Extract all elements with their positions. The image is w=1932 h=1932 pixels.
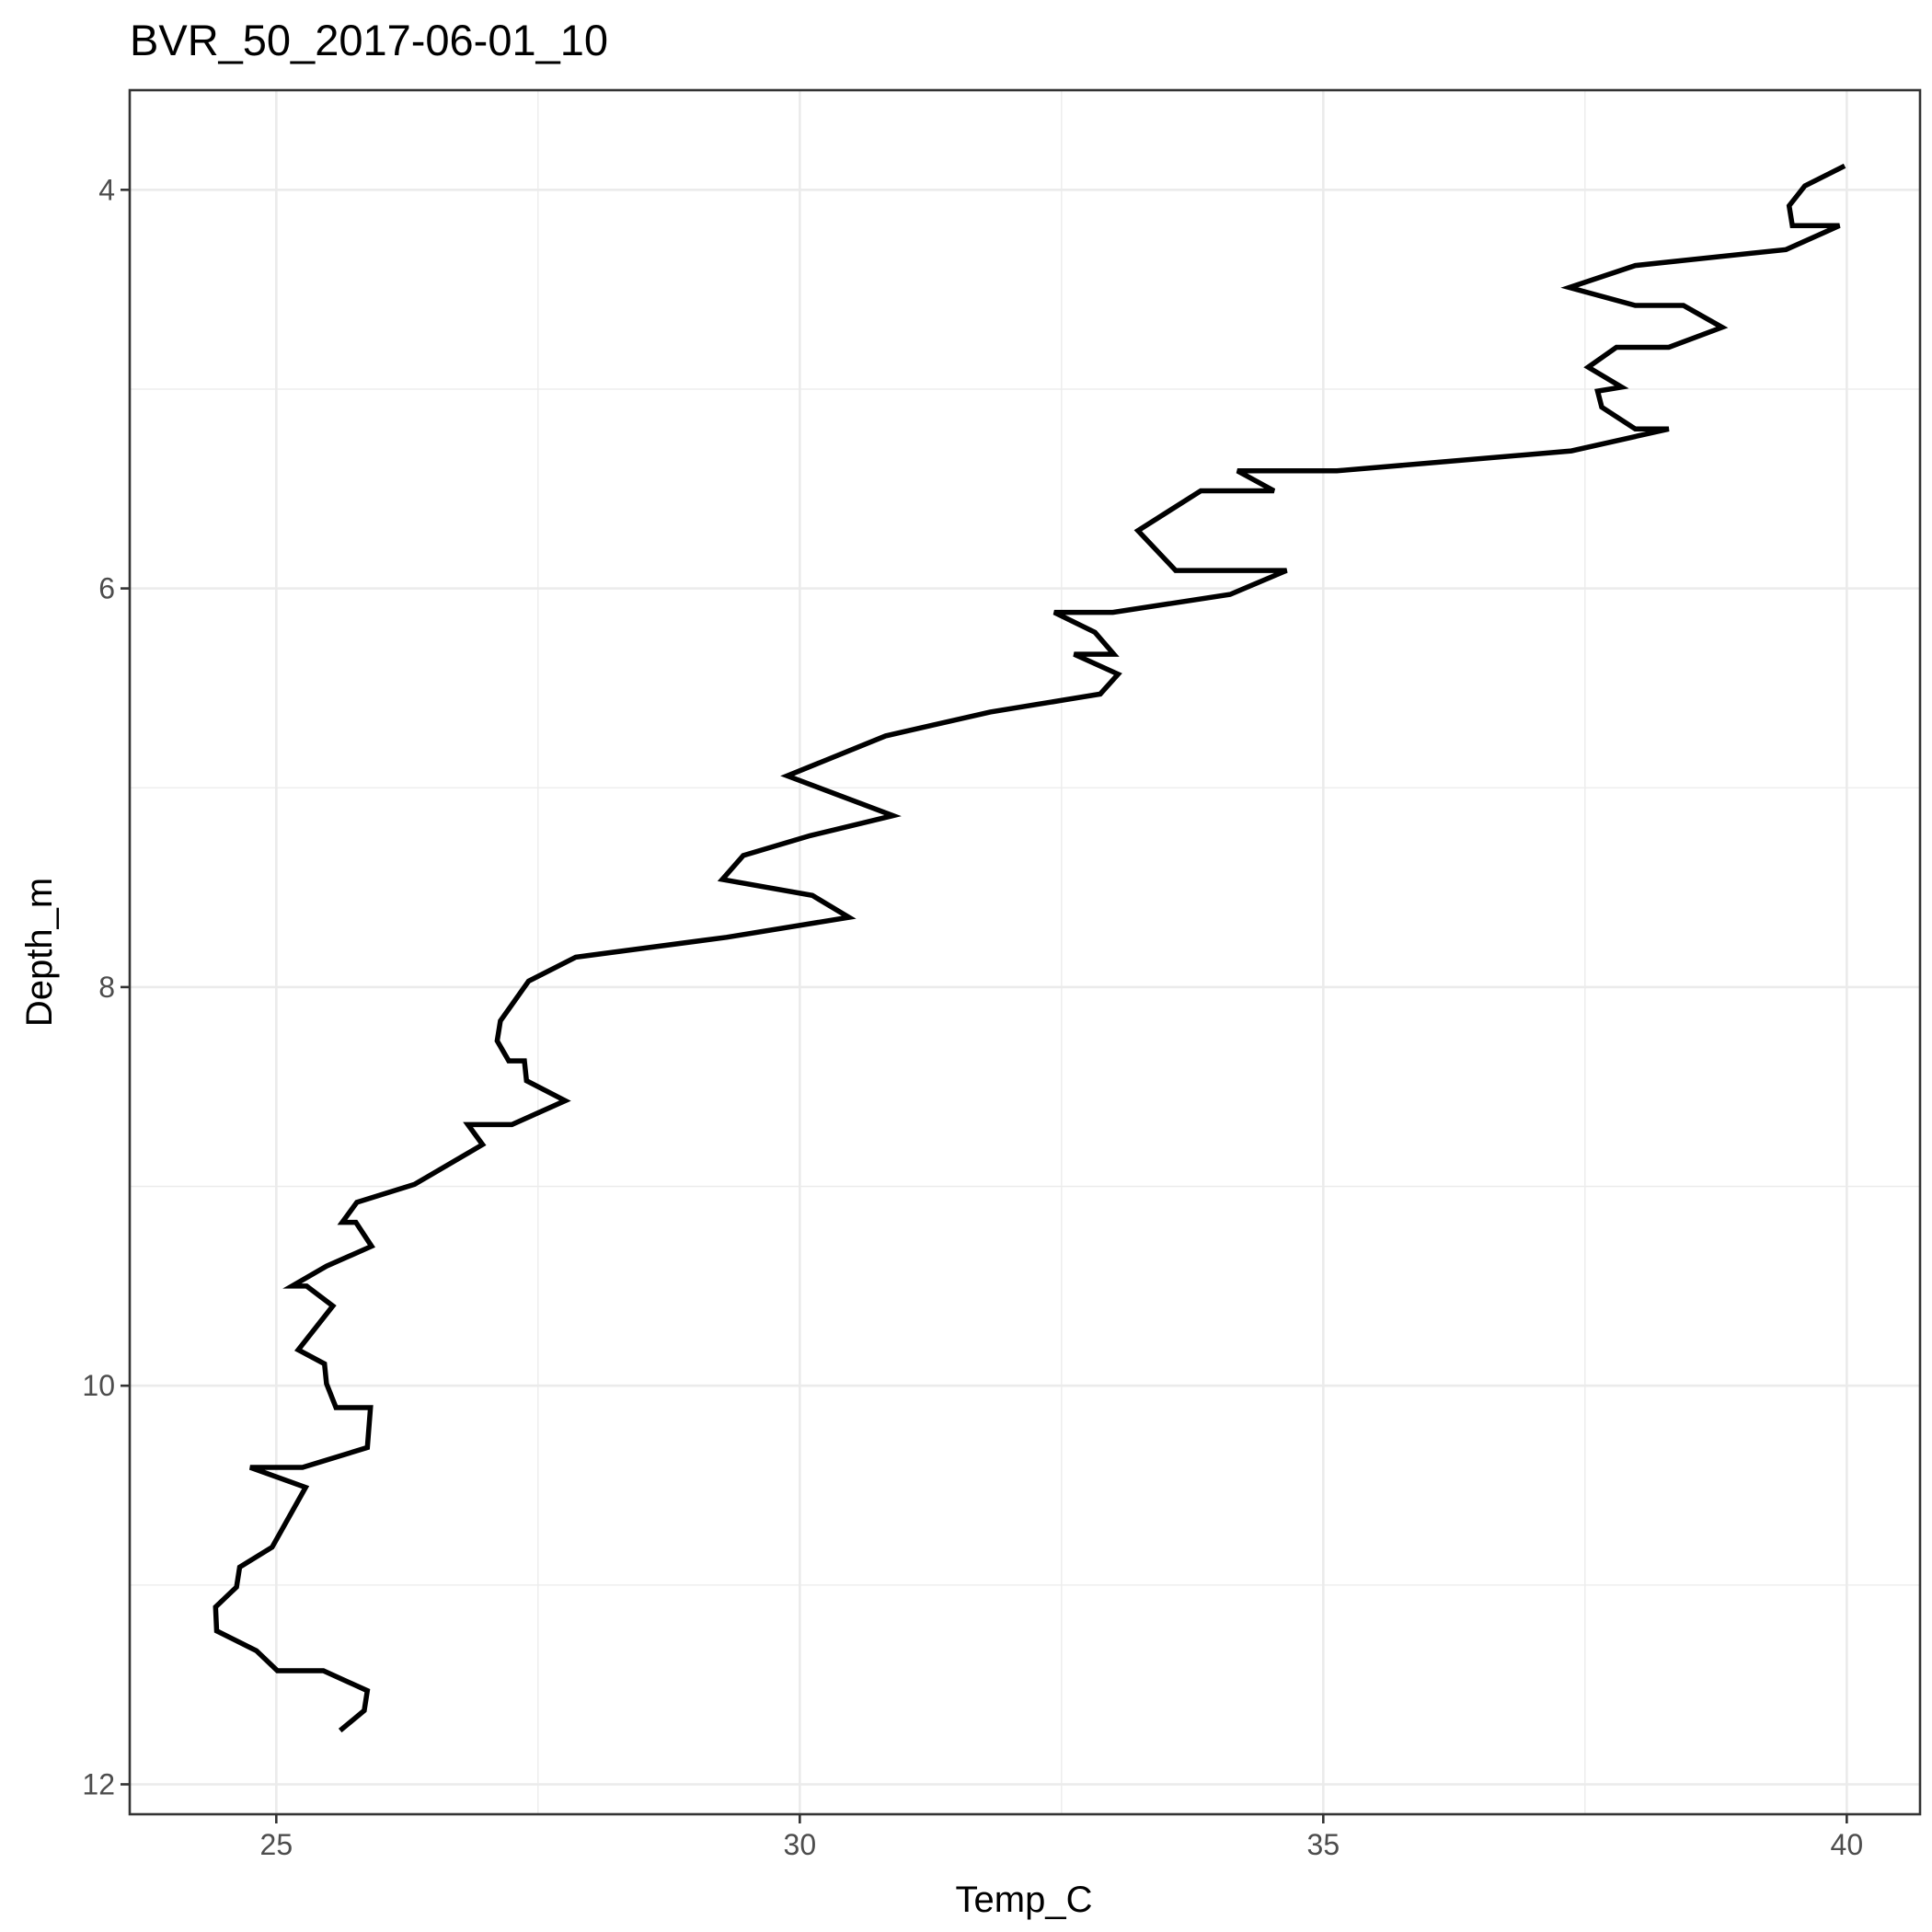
series-layer <box>213 163 1846 1733</box>
y-axis: 4 6 8 10 12 <box>82 173 130 1801</box>
x-tick-label: 40 <box>1831 1828 1864 1861</box>
x-tick-label: 25 <box>260 1828 293 1861</box>
y-tick-label: 10 <box>82 1369 115 1402</box>
temperature-profile-line <box>213 163 1846 1733</box>
x-axis-title: Temp_C <box>956 1880 1093 1920</box>
y-tick-label: 8 <box>98 971 115 1004</box>
y-tick-label: 4 <box>98 173 115 206</box>
chart-title: BVR_50_2017-06-01_10 <box>130 16 608 64</box>
y-tick-label: 12 <box>82 1768 115 1801</box>
major-gridlines <box>130 90 1920 1814</box>
x-axis: 25 30 35 40 <box>260 1814 1864 1861</box>
x-tick-label: 30 <box>784 1828 817 1861</box>
y-tick-label: 6 <box>98 572 115 605</box>
minor-gridlines <box>130 90 1920 1814</box>
x-tick-label: 35 <box>1307 1828 1340 1861</box>
y-axis-title: Depth_m <box>19 878 60 1027</box>
plot-panel-border <box>128 88 1922 1816</box>
